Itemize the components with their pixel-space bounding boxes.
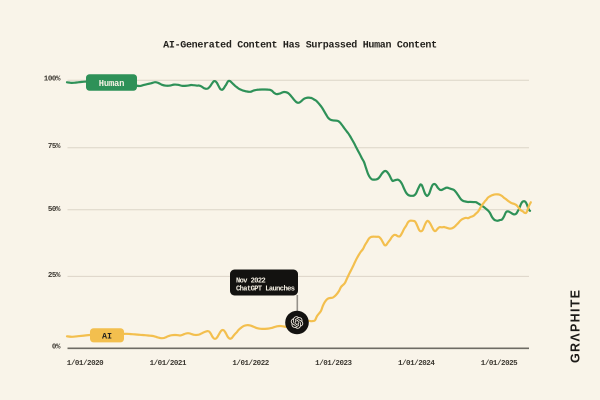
svg-text:Human: Human bbox=[99, 79, 124, 89]
svg-text:50%: 50% bbox=[48, 206, 61, 214]
svg-text:1/01/2022: 1/01/2022 bbox=[232, 360, 269, 368]
svg-text:75%: 75% bbox=[48, 143, 61, 151]
svg-text:25%: 25% bbox=[48, 272, 61, 280]
svg-text:1/01/2024: 1/01/2024 bbox=[398, 360, 435, 368]
svg-text:AI-Generated Content Has Surpa: AI-Generated Content Has Surpassed Human… bbox=[163, 40, 437, 52]
svg-text:100%: 100% bbox=[44, 76, 61, 84]
svg-text:GRΛPHITE: GRΛPHITE bbox=[569, 289, 583, 363]
svg-text:AI: AI bbox=[102, 331, 112, 341]
svg-text:0%: 0% bbox=[52, 344, 61, 352]
svg-text:ChatGPT Launches: ChatGPT Launches bbox=[236, 285, 295, 293]
svg-text:1/01/2020: 1/01/2020 bbox=[67, 360, 104, 368]
svg-text:1/01/2023: 1/01/2023 bbox=[315, 360, 352, 368]
svg-text:1/01/2021: 1/01/2021 bbox=[150, 360, 187, 368]
svg-text:1/01/2025: 1/01/2025 bbox=[481, 360, 518, 368]
svg-text:Nov 2022: Nov 2022 bbox=[236, 277, 266, 285]
